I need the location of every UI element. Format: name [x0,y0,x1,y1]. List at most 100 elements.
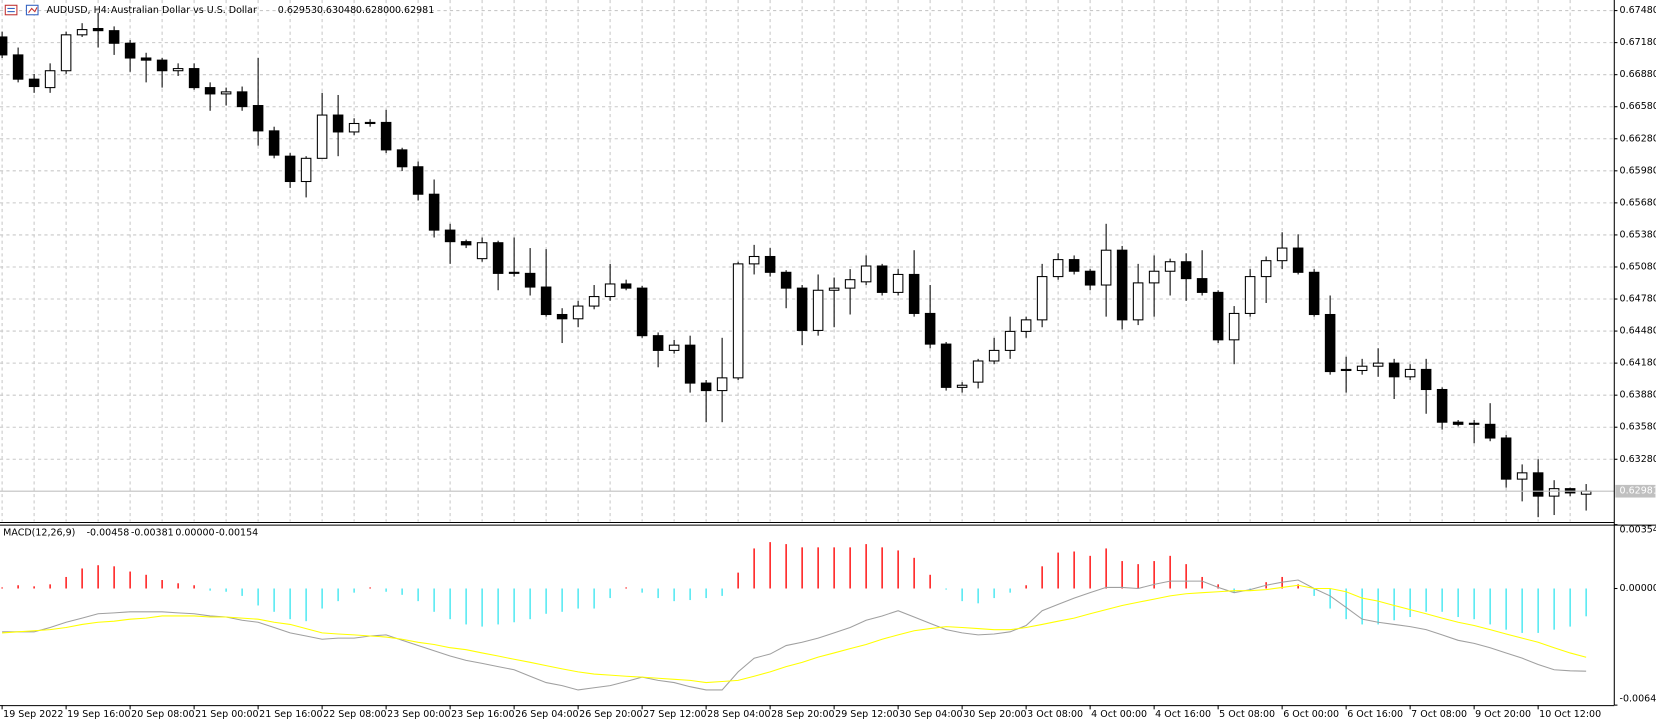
candle-body [1340,368,1352,372]
y-tick-label: 0.63280 [1620,454,1656,465]
candle-body [668,344,680,351]
readout-zero: 0.00000 [175,528,214,539]
candle-body [124,42,136,59]
candle-body [540,286,552,316]
candle-body [380,121,392,151]
candle-body [1212,291,1224,341]
candle-body [1388,362,1400,378]
x-tick-label: 5 Oct 08:00 [1219,709,1275,720]
candle-body [204,87,216,95]
candle-body [1116,249,1128,321]
icon [25,4,39,16]
y-tick-label: 0.66580 [1620,101,1656,112]
candle-body [1436,388,1448,423]
y-tick-label: 0.63580 [1620,422,1656,433]
x-tick-label: 4 Oct 16:00 [1155,709,1211,720]
icon-line [28,7,38,13]
plot [0,12,1615,691]
candle-body [620,283,632,289]
candle-body [284,155,296,183]
candle-body [1548,488,1560,497]
candle-body [780,271,792,289]
candle-body [972,360,984,383]
candle-body [524,272,536,288]
candle-body [892,273,904,293]
candle-body [1180,261,1192,280]
candle-body [44,70,56,89]
x-tick-label: 23 Sep 00:00 [387,709,450,720]
symbol-description: Australian Dollar vs U.S. Dollar [111,5,257,16]
y-tick-label: 0.67480 [1620,5,1656,16]
candle-body [460,241,472,246]
bid-label-box [1615,484,1656,498]
candle-body [1484,423,1496,439]
candle-body [1084,270,1096,286]
x-tick-label: 26 Sep 20:00 [579,709,642,720]
y-tick-label: -0.00646 [1620,693,1656,704]
candle-body [1004,330,1016,351]
readout-close: 0.62981 [395,5,434,16]
candle-body [76,29,88,36]
candle-body [988,349,1000,362]
candle-body [444,229,456,243]
candle-body [28,78,40,88]
y-tick-label: 0.00354 [1620,524,1656,535]
y-tick-label: 0.65680 [1620,197,1656,208]
candle-body [1148,270,1160,284]
macd-line [2,579,1587,691]
readout-high: 0.63048 [317,5,356,16]
y-tick-label: 0.64180 [1620,358,1656,369]
x-tick-label: 29 Sep 12:00 [835,709,898,720]
y-tick-label: 0.65380 [1620,229,1656,240]
candle-body [1020,319,1032,332]
candle-body [0,36,8,56]
x-tick-label: 19 Sep 2022 [3,709,63,720]
candle-body [428,193,440,231]
y-tick-label: 0.64480 [1620,326,1656,337]
candle-body [764,255,776,273]
candle-body [604,283,616,298]
candle-body [92,27,104,32]
x-tick-label: 9 Oct 20:00 [1475,709,1531,720]
grid [0,0,1615,522]
candle-body [364,121,376,125]
candle-body [412,166,424,195]
candle-body [1420,368,1432,391]
candle-body [492,242,504,274]
readout-signal: -0.00381 [131,528,174,539]
readout-histogram: -0.00154 [215,528,258,539]
readout-low: 0.62800 [356,5,395,16]
candle-body [716,377,728,392]
candle-body [796,287,808,331]
candle-body [1196,278,1208,293]
candle-body [1260,260,1272,278]
symbol-title: AUDUSD, H4: [46,5,110,16]
x-tick-label: 28 Sep 20:00 [771,709,834,720]
candle-body [844,279,856,289]
y-tick-label: 0.63880 [1620,390,1656,401]
x-tick-label: 28 Sep 04:00 [707,709,770,720]
y-tick-label: 0.65980 [1620,165,1656,176]
candle-body [476,242,488,260]
candle-body [908,273,920,314]
x-tick-label: 20 Sep 08:00 [131,709,194,720]
candle-body [1292,247,1304,273]
candle-body [956,384,968,388]
y-tick-label: 0.64780 [1620,294,1656,305]
candle-body [1100,249,1112,286]
candle-body [876,265,888,293]
candle-body [748,255,760,265]
candle-body [220,91,232,95]
x-tick-label: 10 Oct 12:00 [1539,709,1601,720]
candle-body [924,312,936,345]
candle-body [236,91,248,108]
x-tick-label: 22 Sep 08:00 [323,709,386,720]
candle-body [1452,421,1464,425]
candle-body [1244,276,1256,314]
candle-body [1276,247,1288,262]
x-tick-label: 23 Sep 16:00 [451,709,514,720]
indicator-title: MACD(12,26,9) [3,528,75,539]
candle-body [12,54,24,80]
y-tick-label: 0.67180 [1620,37,1656,48]
